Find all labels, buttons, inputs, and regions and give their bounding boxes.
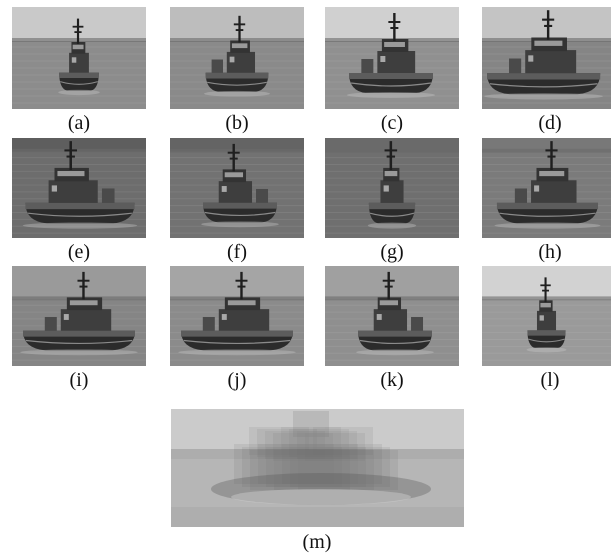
panel-label-g: (g) xyxy=(380,241,404,263)
panel-label-j: (j) xyxy=(227,369,247,391)
panel-label-b: (b) xyxy=(225,112,249,134)
boat-photo-c xyxy=(325,7,459,109)
panel-label-c: (c) xyxy=(380,112,404,134)
panel-label-d: (d) xyxy=(538,112,562,134)
boat-photo-i xyxy=(12,266,146,366)
panel-label-h: (h) xyxy=(538,241,562,263)
boat-photo-j xyxy=(170,266,304,366)
boat-photo-d xyxy=(482,7,611,109)
panel-label-l: (l) xyxy=(540,369,560,391)
panel-label-m: (m) xyxy=(302,531,332,553)
boat-photo-b xyxy=(170,7,304,109)
boat-photo-f xyxy=(170,138,304,238)
blurred-average-photo-m xyxy=(171,409,464,527)
boat-photo-h xyxy=(482,138,611,238)
boat-photo-e xyxy=(12,138,146,238)
panel-label-i: (i) xyxy=(69,369,89,391)
boat-photo-g xyxy=(325,138,459,238)
panel-label-k: (k) xyxy=(380,369,404,391)
boat-photo-a xyxy=(12,7,146,109)
panel-label-a: (a) xyxy=(67,112,91,134)
panel-label-e: (e) xyxy=(67,241,91,263)
boat-photo-l xyxy=(482,266,611,366)
boat-photo-k xyxy=(325,266,459,366)
panel-label-f: (f) xyxy=(227,241,247,263)
